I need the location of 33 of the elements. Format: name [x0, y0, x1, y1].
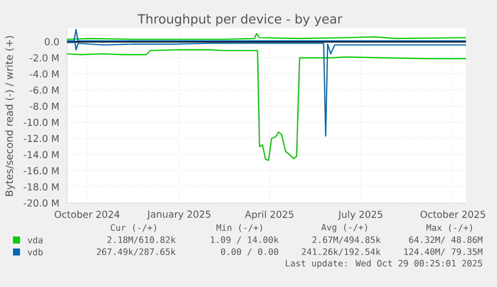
y-tick-label: -6.0 M — [30, 86, 58, 94]
y-tick-label: -10.0 M — [24, 118, 58, 126]
y-tick-label: -20.0 M — [24, 199, 58, 207]
text: Avg (-/+) — [321, 224, 368, 232]
y-tick-label: -18.0 M — [24, 183, 58, 190]
text: 1.09 / 14.00k — [210, 236, 279, 244]
text: 267.49k/287.65k — [96, 248, 176, 256]
x-tick-label: July 2025 — [338, 210, 382, 220]
text: Cur (-/+) — [110, 224, 156, 232]
y-tick-label: -16.0 M — [24, 167, 58, 174]
x-tick-label: January 2025 — [146, 210, 210, 220]
legend-label: vdb — [28, 248, 43, 256]
x-tick-label: October 2024 — [54, 210, 120, 218]
y-tick-label: 0.0 — [44, 38, 59, 46]
text: 124.40M/ 79.35M — [404, 248, 482, 256]
legend-label: vda — [28, 236, 42, 244]
text: 2.67M/494.85k — [312, 236, 381, 244]
text: 0.00 / 0.00 — [221, 248, 278, 256]
y-tick-label: -4.0 M — [30, 70, 58, 78]
text: 241.26k/192.54k — [302, 248, 381, 256]
y-tick-label: -8.0 M — [30, 102, 58, 110]
y-tick-label: -2.0 M — [30, 54, 58, 62]
text: 64.32M/ 48.86M — [409, 236, 482, 244]
chart-title: Throughput per device - by year — [138, 14, 342, 26]
y-tick-label: -14.0 M — [24, 150, 58, 158]
text: 2.18M/610.82k — [108, 236, 176, 244]
y-tick-label: -12.0 M — [24, 134, 58, 142]
x-tick-label: April 2025 — [244, 210, 294, 220]
x-tick-label: October 2025 — [420, 210, 486, 218]
y-axis-title: Bytes/second read (-) / write (+) — [5, 36, 15, 196]
text: Min (-/+) — [216, 224, 262, 232]
text: Max (-/+) — [426, 224, 472, 232]
text: Last update: Wed Oct 29 00:25:01 2025 — [286, 260, 482, 268]
